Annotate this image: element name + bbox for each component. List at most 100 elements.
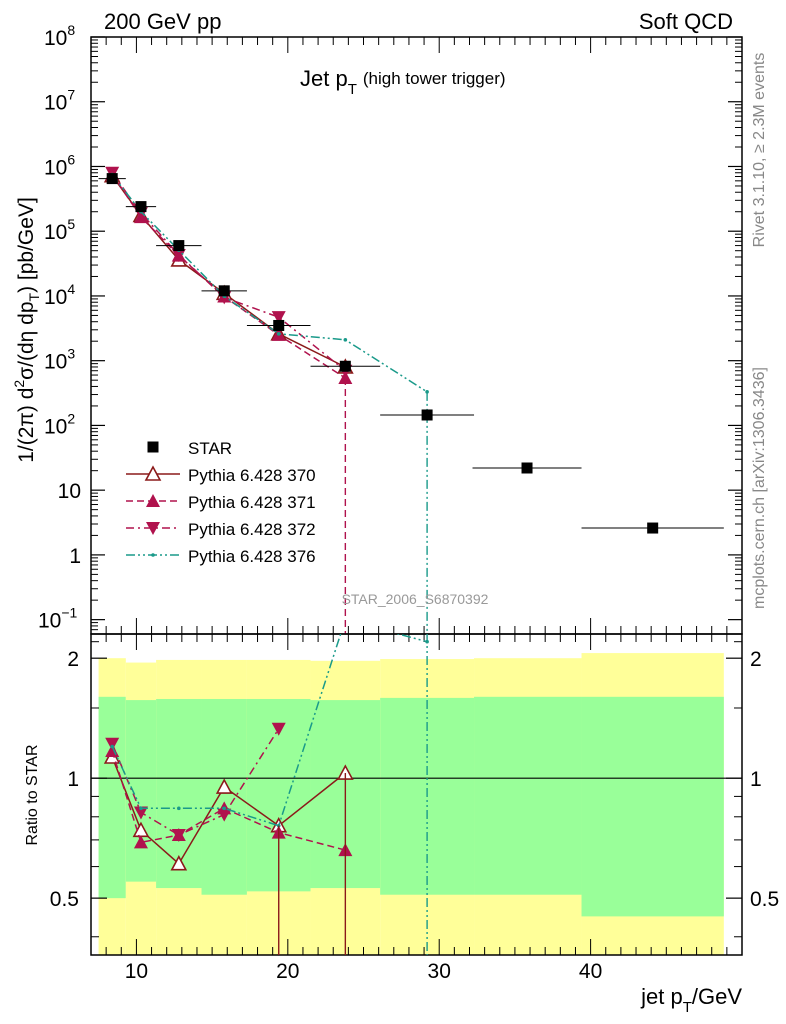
tick-exponent: 7 bbox=[67, 87, 75, 103]
tick-base: 10 bbox=[38, 610, 61, 633]
band-inner-1 bbox=[125, 700, 157, 882]
ylabel-part-2: σ/(dη dp bbox=[15, 301, 38, 379]
point-pythia-6.428-376-5 bbox=[343, 338, 348, 342]
star-point-8 bbox=[647, 522, 659, 534]
x-tick-label-0: 10 bbox=[125, 960, 148, 983]
series-line-pythia-6.428-372 bbox=[111, 172, 346, 372]
ylabel-part-4: ) [pb/GeV] bbox=[15, 197, 38, 293]
x-tick-label-3: 40 bbox=[579, 960, 602, 983]
main-y-tick-label-7: 106 bbox=[44, 151, 75, 179]
ratio-line-1 bbox=[111, 750, 346, 851]
analysis-id: STAR_2006_S6870392 bbox=[342, 591, 489, 607]
band-inner-3 bbox=[201, 698, 247, 895]
tick-exponent: 3 bbox=[67, 346, 75, 362]
ratio-data bbox=[103, 634, 429, 955]
main-y-tick-label-8: 107 bbox=[44, 87, 75, 115]
xlabel-sub: T bbox=[683, 999, 692, 1016]
main-y-tick-label-2: 10 bbox=[58, 480, 81, 503]
x-tick-label-2: 30 bbox=[428, 960, 451, 983]
ratio-point-3-0 bbox=[110, 744, 114, 749]
tick-base: 10 bbox=[44, 156, 67, 179]
point-pythia-6.428-376-4 bbox=[276, 332, 281, 336]
ratio-line-0 bbox=[111, 756, 346, 865]
main-y-tick-label-6: 105 bbox=[44, 216, 75, 244]
ratio-point-0-2 bbox=[170, 855, 188, 871]
series-line-pythia-6.428-376 bbox=[111, 174, 428, 393]
legend-label-3: Pythia 6.428 372 bbox=[188, 520, 316, 539]
title-main-text: Jet p bbox=[300, 66, 348, 91]
tick-base: 10 bbox=[44, 286, 67, 309]
tick-base: 10 bbox=[44, 415, 67, 438]
ratio-y-tick-label-1: 1 bbox=[67, 768, 79, 791]
legend-marker-3 bbox=[146, 522, 160, 535]
ratio-point-1-1 bbox=[133, 835, 148, 849]
ylabel-part-1: 2 bbox=[11, 380, 27, 388]
tick-exponent: 5 bbox=[67, 216, 75, 232]
main-y-label: 1/(2π) d2σ/(dη dpT) [pb/GeV] bbox=[11, 197, 42, 463]
title-subscript: T bbox=[348, 81, 357, 98]
ratio-point-2-3 bbox=[217, 808, 232, 822]
mcplots-label: mcplots.cern.ch [arXiv:1306.3436] bbox=[751, 367, 768, 609]
ratio-point-2-2 bbox=[171, 829, 186, 843]
tick-exponent: 4 bbox=[67, 281, 75, 297]
main-title: Jet pT (high tower trigger) bbox=[300, 66, 506, 98]
tick-exponent: 2 bbox=[67, 410, 75, 426]
main-frame bbox=[90, 36, 743, 635]
series-line-pythia-6.428-370 bbox=[111, 175, 346, 368]
ratio-point-0-3 bbox=[215, 778, 233, 794]
star-point-3 bbox=[218, 285, 230, 297]
legend-marker-1 bbox=[144, 465, 162, 481]
star-point-2 bbox=[173, 240, 185, 252]
legend: STAR Pythia 6.428 370 Pythia 6.428 371 Pyth… bbox=[126, 439, 316, 566]
header-right: Soft QCD bbox=[639, 9, 733, 34]
ratio-y-tick-label-right-2: 2 bbox=[750, 648, 762, 671]
star-point-0 bbox=[106, 173, 118, 185]
tick-base: 10 bbox=[44, 27, 67, 50]
ratio-point-3-2 bbox=[177, 806, 181, 811]
tick-base: 10 bbox=[44, 221, 67, 244]
legend-marker-4 bbox=[151, 553, 155, 557]
ratio-y-tick-label-2: 2 bbox=[67, 648, 79, 671]
main-y-tick-label-4: 103 bbox=[44, 346, 75, 374]
legend-marker-2 bbox=[146, 494, 160, 507]
legend-label-0: STAR bbox=[188, 439, 232, 458]
band-inner-0 bbox=[98, 696, 126, 899]
xlabel-main: jet p bbox=[640, 984, 683, 1009]
ratio-y-tick-label-right-0: 0.5 bbox=[750, 888, 779, 911]
band-inner-7 bbox=[474, 696, 582, 895]
main-y-tick-label-0: 10−1 bbox=[38, 605, 78, 633]
tick-exponent: −1 bbox=[61, 605, 77, 621]
star-point-5 bbox=[339, 360, 351, 372]
star-point-6 bbox=[421, 409, 433, 421]
ylabel-part-0: 1/(2π) d bbox=[15, 388, 38, 463]
ratio-y-tick-label-right-1: 1 bbox=[750, 768, 762, 791]
x-tick-label-1: 20 bbox=[276, 960, 299, 983]
main-y-tick-label-5: 104 bbox=[44, 281, 75, 309]
ratio-point-2-1 bbox=[133, 806, 148, 820]
ratio-y-label: Ratio to STAR bbox=[24, 744, 41, 845]
ratio-point-3-1 bbox=[139, 806, 143, 811]
ratio-point-2-4 bbox=[271, 722, 286, 736]
series-line-pythia-6.428-371 bbox=[111, 173, 346, 379]
x-axis-label: jet pT/GeV bbox=[640, 984, 742, 1016]
main-data bbox=[98, 166, 724, 634]
tick-exponent: 6 bbox=[67, 151, 75, 167]
main-y-tick-label-1: 1 bbox=[69, 545, 81, 568]
main-y-tick-label-9: 108 bbox=[44, 22, 75, 50]
point-pythia-6.428-372-2 bbox=[171, 248, 186, 262]
ratio-y-tick-label-0: 0.5 bbox=[50, 888, 79, 911]
ratio-frame bbox=[90, 633, 743, 956]
ratio-point-2-0 bbox=[105, 737, 120, 751]
rivet-label: Rivet 3.1.10, ≥ 2.3M events bbox=[751, 53, 768, 248]
tick-base: 10 bbox=[44, 92, 67, 115]
legend-label-1: Pythia 6.428 370 bbox=[188, 466, 316, 485]
star-point-7 bbox=[521, 462, 533, 474]
legend-label-4: Pythia 6.428 376 bbox=[188, 547, 316, 566]
ratio-point-3-3 bbox=[222, 806, 227, 811]
ylabel-part-3: T bbox=[26, 292, 42, 301]
ratio-panel: 10 20 30 40 0.5 0.5 1 1 2 2 bbox=[50, 633, 779, 983]
ratio-line-2 bbox=[111, 728, 280, 836]
legend-marker-0 bbox=[147, 441, 159, 453]
